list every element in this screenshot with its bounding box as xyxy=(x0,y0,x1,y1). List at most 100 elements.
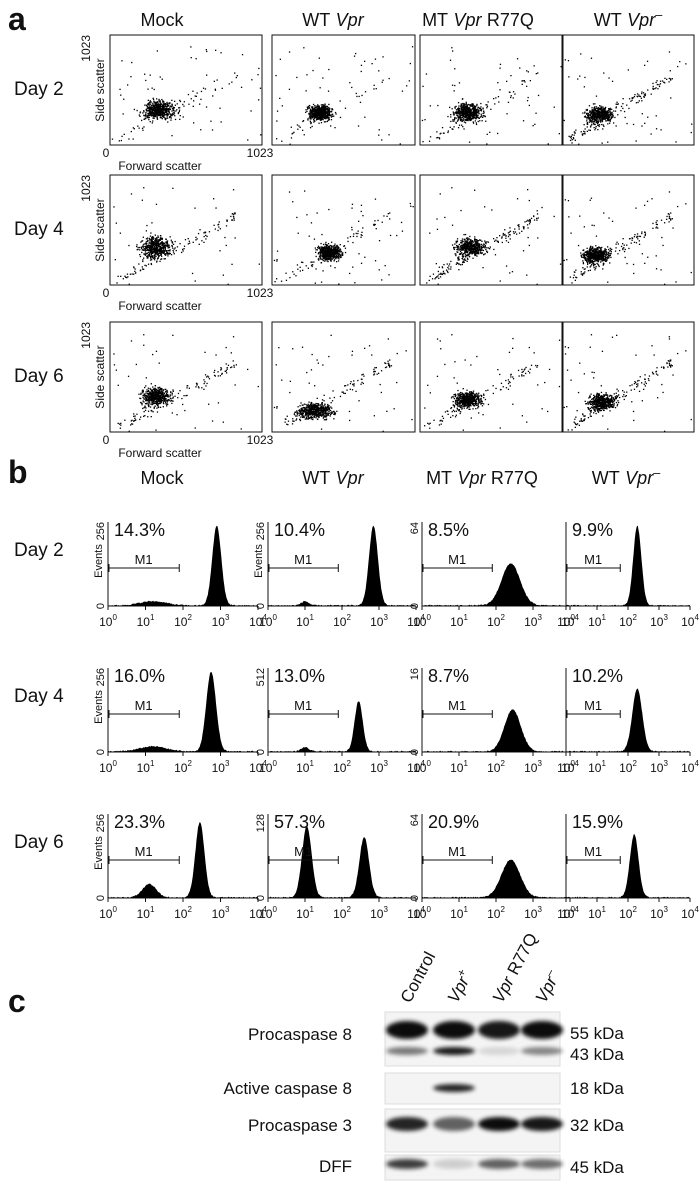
event-dot xyxy=(352,235,355,237)
event-dot xyxy=(607,123,609,125)
event-dot xyxy=(437,270,439,273)
event-dot xyxy=(217,224,219,226)
event-dot xyxy=(152,97,154,99)
event-dot xyxy=(455,105,457,108)
event-dot xyxy=(322,270,324,272)
event-dot xyxy=(607,118,609,120)
event-dot xyxy=(325,257,327,259)
event-dot xyxy=(316,116,318,119)
event-dot xyxy=(460,264,462,266)
event-dot xyxy=(155,242,157,245)
event-dot xyxy=(443,264,445,266)
event-dot xyxy=(330,252,332,254)
event-dot xyxy=(125,276,127,278)
event-dot xyxy=(157,113,159,116)
event-dot xyxy=(361,234,363,237)
event-dot xyxy=(336,256,338,258)
event-dot xyxy=(308,117,310,119)
event-dot xyxy=(460,118,462,120)
event-dot xyxy=(337,255,340,257)
event-dot xyxy=(512,91,515,93)
event-dot xyxy=(608,110,610,112)
event-dot xyxy=(150,108,153,110)
event-dot xyxy=(470,246,472,249)
event-dot xyxy=(475,243,477,245)
event-dot xyxy=(459,115,461,117)
event-dot xyxy=(582,261,584,264)
event-dot xyxy=(592,111,594,114)
event-dot xyxy=(670,97,672,99)
event-dot xyxy=(325,256,328,258)
event-dot xyxy=(592,110,594,112)
event-dot xyxy=(230,215,232,218)
event-dot xyxy=(469,243,471,245)
event-dot xyxy=(527,227,529,229)
event-dot xyxy=(477,116,479,119)
event-dot xyxy=(142,112,144,114)
event-dot xyxy=(462,108,465,111)
event-dot xyxy=(163,107,165,109)
event-dot xyxy=(429,105,431,107)
event-dot xyxy=(590,112,592,114)
event-dot xyxy=(323,107,325,110)
event-dot xyxy=(445,269,448,271)
event-dot xyxy=(604,256,606,258)
event-dot xyxy=(149,247,151,249)
event-dot xyxy=(536,219,538,221)
event-dot xyxy=(597,114,599,117)
event-dot xyxy=(337,250,339,252)
event-dot xyxy=(459,110,461,112)
event-dot xyxy=(605,119,607,121)
event-dot xyxy=(328,103,330,106)
event-dot xyxy=(534,123,536,125)
event-dot xyxy=(573,274,575,276)
event-dot xyxy=(501,241,503,244)
event-dot xyxy=(553,106,555,108)
event-dot xyxy=(452,120,454,122)
event-dot xyxy=(146,110,148,112)
event-dot xyxy=(331,258,333,260)
event-dot xyxy=(477,250,479,252)
event-dot xyxy=(608,253,610,255)
event-dot xyxy=(611,220,614,222)
event-dot xyxy=(145,79,147,82)
event-dot xyxy=(145,244,147,246)
event-dot xyxy=(690,271,692,274)
event-dot xyxy=(355,232,357,235)
event-dot xyxy=(607,255,610,257)
event-dot xyxy=(574,271,576,273)
event-dot xyxy=(335,257,337,259)
event-dot xyxy=(148,102,150,105)
event-dot xyxy=(472,245,474,248)
event-dot xyxy=(145,230,147,232)
event-dot xyxy=(470,239,472,241)
event-dot xyxy=(325,241,327,244)
event-dot xyxy=(461,116,463,119)
event-dot xyxy=(329,257,331,259)
event-dot xyxy=(327,257,330,260)
event-dot xyxy=(595,118,597,121)
event-dot xyxy=(120,139,122,142)
event-dot xyxy=(319,258,322,260)
event-dot xyxy=(326,254,328,256)
event-dot xyxy=(456,246,459,249)
event-dot xyxy=(335,251,337,253)
event-dot xyxy=(474,254,476,257)
event-dot xyxy=(596,117,598,119)
event-dot xyxy=(153,243,156,246)
event-dot xyxy=(537,72,539,74)
event-dot xyxy=(478,253,480,255)
event-dot xyxy=(516,58,519,60)
event-dot xyxy=(461,107,463,109)
event-dot xyxy=(464,111,466,113)
event-dot xyxy=(588,129,590,131)
event-dot xyxy=(590,245,592,247)
event-dot xyxy=(600,255,602,257)
event-dot xyxy=(325,121,327,123)
event-dot xyxy=(624,248,626,251)
event-dot xyxy=(153,257,155,259)
event-dot xyxy=(170,106,172,108)
event-dot xyxy=(465,249,467,251)
event-dot xyxy=(615,103,617,105)
event-dot xyxy=(298,125,300,127)
